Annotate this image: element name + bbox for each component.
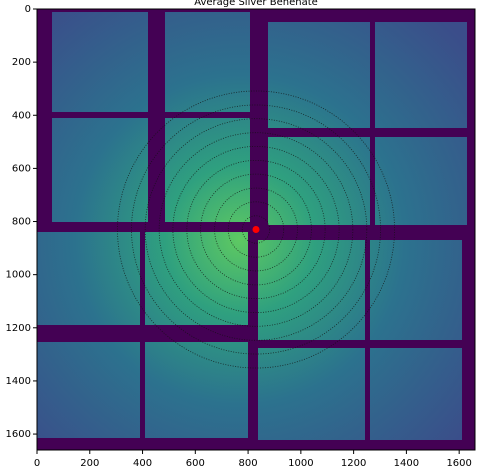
- x-tick-label: 1600: [446, 458, 471, 469]
- ring: [186, 159, 326, 300]
- ring: [144, 118, 368, 341]
- y-tick-label: 1000: [6, 270, 31, 281]
- tile: [37, 232, 140, 325]
- tile: [268, 137, 370, 225]
- rings-group: [117, 90, 395, 369]
- x-tick-label: 600: [186, 458, 205, 469]
- y-tick-label: 400: [12, 110, 31, 121]
- tile: [165, 12, 250, 112]
- y-tick-label: 0: [25, 4, 31, 15]
- x-tick-label: 1000: [288, 458, 313, 469]
- ring: [214, 187, 298, 272]
- tile: [52, 12, 148, 112]
- detector-tiles: [37, 12, 467, 440]
- tile: [258, 240, 365, 340]
- x-tick-label: 800: [239, 458, 258, 469]
- ring: [227, 201, 285, 258]
- y-tick-label: 1600: [6, 429, 31, 440]
- axes-frame: [36, 8, 476, 451]
- beam-center: [252, 226, 260, 233]
- ring: [158, 132, 354, 327]
- tile: [375, 137, 467, 225]
- tile: [165, 118, 250, 222]
- x-tick-label: 1200: [341, 458, 366, 469]
- tile: [37, 342, 140, 438]
- tile: [52, 118, 148, 222]
- ring: [172, 145, 340, 314]
- y-tick-label: 800: [12, 217, 31, 228]
- chart-title: Average Silver Behenate: [194, 0, 318, 8]
- tile: [258, 348, 365, 440]
- x-tick-label: 400: [133, 458, 152, 469]
- ring: [241, 215, 271, 244]
- tile: [145, 232, 248, 325]
- y-tick-label: 600: [12, 163, 31, 174]
- tile: [268, 22, 370, 128]
- tile: [370, 240, 462, 340]
- tile: [370, 348, 462, 440]
- x-tick-label: 0: [34, 458, 40, 469]
- y-tick-label: 1200: [6, 323, 31, 334]
- tile: [375, 22, 467, 128]
- ring: [200, 173, 312, 286]
- x-tick-label: 200: [80, 458, 99, 469]
- ring: [131, 104, 381, 355]
- y-tick-label: 1400: [6, 376, 31, 387]
- tile: [145, 342, 248, 438]
- x-tick-label: 1400: [394, 458, 419, 469]
- y-tick-label: 200: [12, 57, 31, 68]
- ring: [117, 90, 395, 369]
